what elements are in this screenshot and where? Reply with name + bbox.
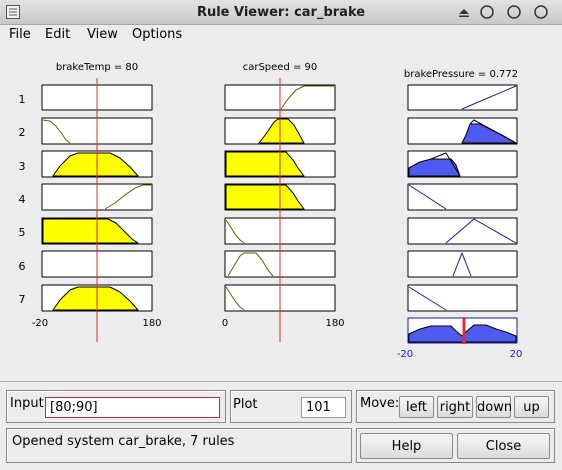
rule2-brakePressure-mf: [469, 119, 517, 144]
rule-number: 2: [19, 126, 26, 139]
carSpeed-axis-max: 180: [325, 318, 344, 329]
move-up-button[interactable]: up: [514, 396, 549, 418]
menu-options[interactable]: Options: [132, 27, 183, 42]
move-label: Move:: [360, 396, 400, 411]
window-menu-icon[interactable]: [5, 4, 21, 20]
rule4-carSpeed-fill: [225, 184, 305, 210]
rule7-brakePressure-mf: [408, 286, 447, 311]
rule2-carSpeed-fill: [258, 118, 305, 144]
rule6-carSpeed-mf: [227, 252, 274, 277]
rule3-brakePressure-mf: [430, 152, 461, 177]
brakePressure-axis-min: -20: [397, 349, 413, 360]
rule2-brakeTemp-mf: [42, 119, 71, 144]
menu-file[interactable]: File: [9, 27, 31, 42]
move-right-button[interactable]: right: [437, 396, 473, 418]
separator: [0, 381, 562, 382]
rule-number: 7: [19, 293, 26, 306]
rule1-carSpeed-mf: [280, 85, 334, 110]
aggregate-output-fill: [408, 324, 517, 343]
rule-plots-area[interactable]: brakeTemp = 80 carSpeed = 90 brakePressu…: [0, 48, 562, 378]
move-down-button[interactable]: down: [476, 396, 512, 418]
rule5-carSpeed-mf: [225, 219, 245, 244]
rule3-brakeTemp-fill: [52, 152, 139, 177]
rule4-brakeTemp-mf: [104, 184, 151, 210]
carSpeed-header: carSpeed = 90: [243, 62, 318, 73]
rule-number: 6: [19, 260, 26, 273]
rule4-brakePressure-mf: [408, 184, 447, 210]
rule7-carSpeed-mf: [225, 286, 245, 311]
brakeTemp-axis-max: 180: [142, 318, 161, 329]
rule1-brakePressure-mf: [461, 85, 517, 110]
rule6-brakePressure-mf: [452, 252, 472, 277]
help-button[interactable]: Help: [360, 433, 453, 459]
plot-points-label: Plot points:: [233, 397, 277, 417]
close-icon[interactable]: [533, 4, 549, 20]
rule-number: 3: [19, 160, 26, 173]
maximize-icon[interactable]: [506, 4, 522, 20]
menu-view[interactable]: View: [87, 27, 118, 42]
rule7-brakeTemp-fill: [52, 286, 139, 311]
window-title: Rule Viewer: car_brake: [196, 5, 366, 20]
brakeTemp-axis-min: -20: [32, 318, 48, 329]
status-text: Opened system car_brake, 7 rules: [12, 434, 235, 449]
rule1-brakePressure-plot: [407, 84, 518, 111]
shade-icon[interactable]: [456, 4, 472, 20]
rule7-brakePressure-plot: [407, 284, 518, 312]
carSpeed-axis-min: 0: [222, 318, 228, 329]
menu-edit[interactable]: Edit: [45, 27, 71, 42]
input-label: Input:: [10, 396, 49, 411]
move-left-button[interactable]: left: [399, 396, 434, 418]
menu-bar: File Edit View Options: [0, 25, 562, 46]
carSpeed-column: 0 180: [222, 78, 345, 342]
brakePressure-header: brakePressure = 0.772: [404, 69, 518, 80]
status-panel: [6, 428, 352, 463]
rule-number: 5: [19, 226, 26, 239]
minimize-icon[interactable]: [479, 4, 495, 20]
close-button[interactable]: Close: [457, 433, 550, 459]
input-field[interactable]: [45, 397, 220, 418]
rule5-brakePressure-mf: [445, 218, 517, 244]
brakeTemp-header: brakeTemp = 80: [56, 62, 138, 73]
rule5-brakeTemp-fill: [42, 218, 139, 244]
rule3-carSpeed-fill: [225, 151, 305, 177]
brakeTemp-column: -20 180: [32, 78, 162, 342]
rule-number: 4: [19, 193, 26, 206]
brakePressure-column: -20 20: [397, 84, 523, 360]
plot-points-field[interactable]: [301, 397, 346, 418]
brakePressure-axis-max: 20: [510, 349, 523, 360]
rule5-brakePressure-plot: [407, 217, 518, 245]
title-bar: Rule Viewer: car_brake: [0, 0, 562, 25]
rule-number: 1: [19, 93, 26, 106]
rule4-brakePressure-plot: [407, 183, 518, 211]
